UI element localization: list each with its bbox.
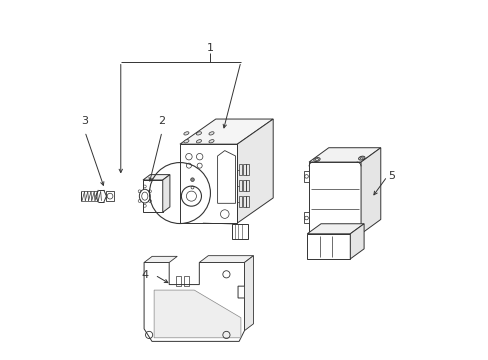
Bar xyxy=(246,180,249,191)
Polygon shape xyxy=(142,175,169,180)
Polygon shape xyxy=(308,148,380,162)
Ellipse shape xyxy=(208,132,214,135)
Text: 2: 2 xyxy=(158,116,165,126)
Polygon shape xyxy=(154,290,241,338)
Polygon shape xyxy=(360,148,380,234)
Bar xyxy=(239,180,242,191)
Ellipse shape xyxy=(208,140,214,143)
Polygon shape xyxy=(237,119,273,223)
Bar xyxy=(184,276,189,286)
Ellipse shape xyxy=(360,157,363,159)
Polygon shape xyxy=(144,262,244,341)
Circle shape xyxy=(190,178,194,181)
Ellipse shape xyxy=(183,132,188,135)
Polygon shape xyxy=(244,256,253,330)
Ellipse shape xyxy=(315,159,318,161)
Polygon shape xyxy=(308,162,360,234)
Ellipse shape xyxy=(196,132,201,135)
Ellipse shape xyxy=(358,156,364,160)
Polygon shape xyxy=(144,256,177,262)
Polygon shape xyxy=(217,150,235,203)
Ellipse shape xyxy=(196,140,201,143)
Polygon shape xyxy=(199,256,253,262)
Polygon shape xyxy=(163,175,169,212)
Polygon shape xyxy=(306,234,349,259)
Ellipse shape xyxy=(183,140,188,143)
Bar xyxy=(231,224,247,239)
Ellipse shape xyxy=(139,189,150,203)
Polygon shape xyxy=(349,224,364,259)
Polygon shape xyxy=(180,119,273,144)
Polygon shape xyxy=(306,224,364,234)
Text: 1: 1 xyxy=(206,43,213,53)
Bar xyxy=(239,164,242,175)
Bar xyxy=(246,164,249,175)
Polygon shape xyxy=(303,171,308,182)
Bar xyxy=(106,192,113,201)
Bar xyxy=(242,197,245,207)
Bar xyxy=(239,197,242,207)
Text: 3: 3 xyxy=(81,116,88,126)
Bar xyxy=(242,164,245,175)
Polygon shape xyxy=(180,144,237,223)
Text: 4: 4 xyxy=(141,270,148,280)
Text: 5: 5 xyxy=(388,171,395,181)
Bar xyxy=(246,197,249,207)
Polygon shape xyxy=(142,180,163,212)
Bar xyxy=(176,276,181,286)
Ellipse shape xyxy=(313,158,320,162)
Ellipse shape xyxy=(142,192,147,200)
Bar xyxy=(242,180,245,191)
Polygon shape xyxy=(303,212,308,223)
